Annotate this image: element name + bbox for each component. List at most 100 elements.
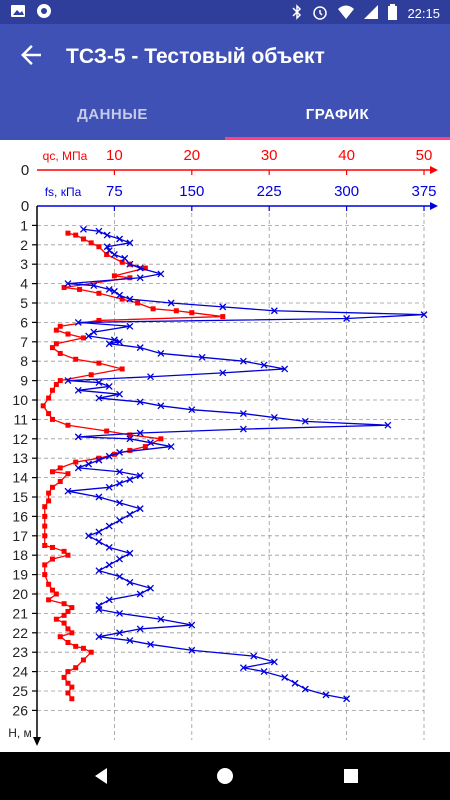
fs-point (136, 505, 144, 513)
fs-point (116, 235, 124, 243)
depth-tick-label: 18 (12, 547, 28, 563)
qc-point (69, 696, 75, 702)
qc-point (65, 690, 71, 696)
depth-tick-label: 13 (12, 450, 28, 466)
qc-point (57, 478, 63, 484)
fs-point (85, 460, 93, 468)
depth-tick-label: 26 (12, 702, 28, 718)
qc-point (88, 240, 94, 246)
fs-point (105, 382, 113, 390)
qc-point (69, 630, 75, 636)
fs-point (64, 280, 72, 288)
qc-tick-label: 20 (183, 147, 200, 164)
qc-point (96, 317, 102, 323)
qc-point (65, 608, 71, 614)
qc-point (88, 649, 94, 655)
tab-data[interactable]: ДАННЫЕ (77, 106, 148, 123)
fs-point (64, 487, 72, 495)
depth-tick-label: 10 (12, 392, 28, 408)
fs-point (116, 291, 124, 299)
fs-point (270, 414, 278, 421)
fs-point (136, 429, 144, 437)
depth-tick-label: 4 (20, 276, 28, 292)
fs-point (136, 274, 144, 282)
fs-point (126, 511, 134, 518)
fs-point (116, 499, 124, 507)
tab-indicator (225, 137, 450, 140)
tab-chart[interactable]: ГРАФИК (305, 106, 370, 123)
fs-point (74, 433, 82, 441)
qc-point (53, 616, 59, 622)
fs-point (239, 425, 247, 433)
alarm-icon (312, 4, 328, 23)
depth-tick-label: 20 (12, 586, 28, 602)
tab-bar: ДАННЫЕ ГРАФИК (0, 90, 450, 140)
qc-point (96, 290, 102, 296)
qc-tick-label: 0 (21, 162, 29, 179)
depth-axis-arrow (33, 737, 41, 746)
qc-point (42, 533, 48, 539)
fs-point (239, 410, 247, 418)
fs-point (147, 584, 154, 592)
qc-point (127, 432, 133, 438)
fs-axis: 0 75 150 225 300 375 fs, кПа (21, 183, 438, 215)
qc-point (42, 504, 48, 510)
arrow-back-icon[interactable] (16, 40, 46, 70)
depth-tick-label: 14 (12, 470, 28, 486)
fs-point (116, 573, 124, 580)
qc-point (69, 605, 75, 611)
fs-point (188, 621, 196, 629)
fs-point (219, 303, 227, 311)
fs-point (74, 386, 82, 394)
nav-back-icon[interactable] (91, 764, 115, 788)
fs-point (136, 472, 144, 480)
fs-point (126, 549, 134, 557)
qc-point (104, 252, 110, 257)
qc-point (46, 498, 52, 504)
fs-point (95, 379, 103, 386)
fs-axis-arrow (430, 202, 438, 210)
fs-point (136, 625, 144, 633)
qc-point (42, 562, 48, 568)
qc-point (65, 331, 71, 337)
fs-point (74, 318, 82, 326)
qc-point (77, 286, 83, 292)
qc-point (119, 296, 125, 302)
image-icon (10, 3, 26, 22)
nav-recents-icon[interactable] (341, 764, 365, 788)
depth-tick-label: 5 (20, 295, 28, 311)
fs-point (198, 353, 206, 361)
fs-point (188, 646, 196, 654)
qc-tick-label: 50 (416, 147, 433, 164)
qc-point (119, 366, 125, 372)
nav-home-icon[interactable] (213, 764, 237, 788)
qc-point (49, 416, 55, 422)
depth-tick-label: 23 (12, 644, 28, 660)
depth-tick-label: 2 (20, 237, 28, 253)
fs-point (116, 468, 124, 476)
app-icon (36, 3, 52, 22)
depth-tick-label: 9 (20, 373, 28, 389)
qc-point (61, 601, 67, 607)
fs-point (116, 629, 124, 637)
fs-point (85, 332, 93, 340)
qc-point (49, 587, 55, 593)
fs-tick-label: 0 (21, 198, 29, 215)
fs-point (110, 287, 118, 295)
fs-point (95, 567, 103, 575)
qc-point (96, 360, 102, 366)
fs-point (270, 658, 278, 666)
qc-axis-arrow (430, 166, 438, 174)
qc-point (127, 275, 133, 281)
qc-point (65, 680, 71, 686)
fs-point (116, 390, 124, 398)
qc-point (65, 230, 71, 236)
fs-point (136, 264, 144, 272)
qc-point (42, 523, 48, 529)
depth-tick-label: 1 (20, 217, 28, 233)
qc-point (104, 428, 110, 434)
qc-point (46, 395, 52, 401)
qc-point (49, 556, 55, 562)
fs-point (343, 695, 351, 703)
fs-point (136, 590, 144, 598)
